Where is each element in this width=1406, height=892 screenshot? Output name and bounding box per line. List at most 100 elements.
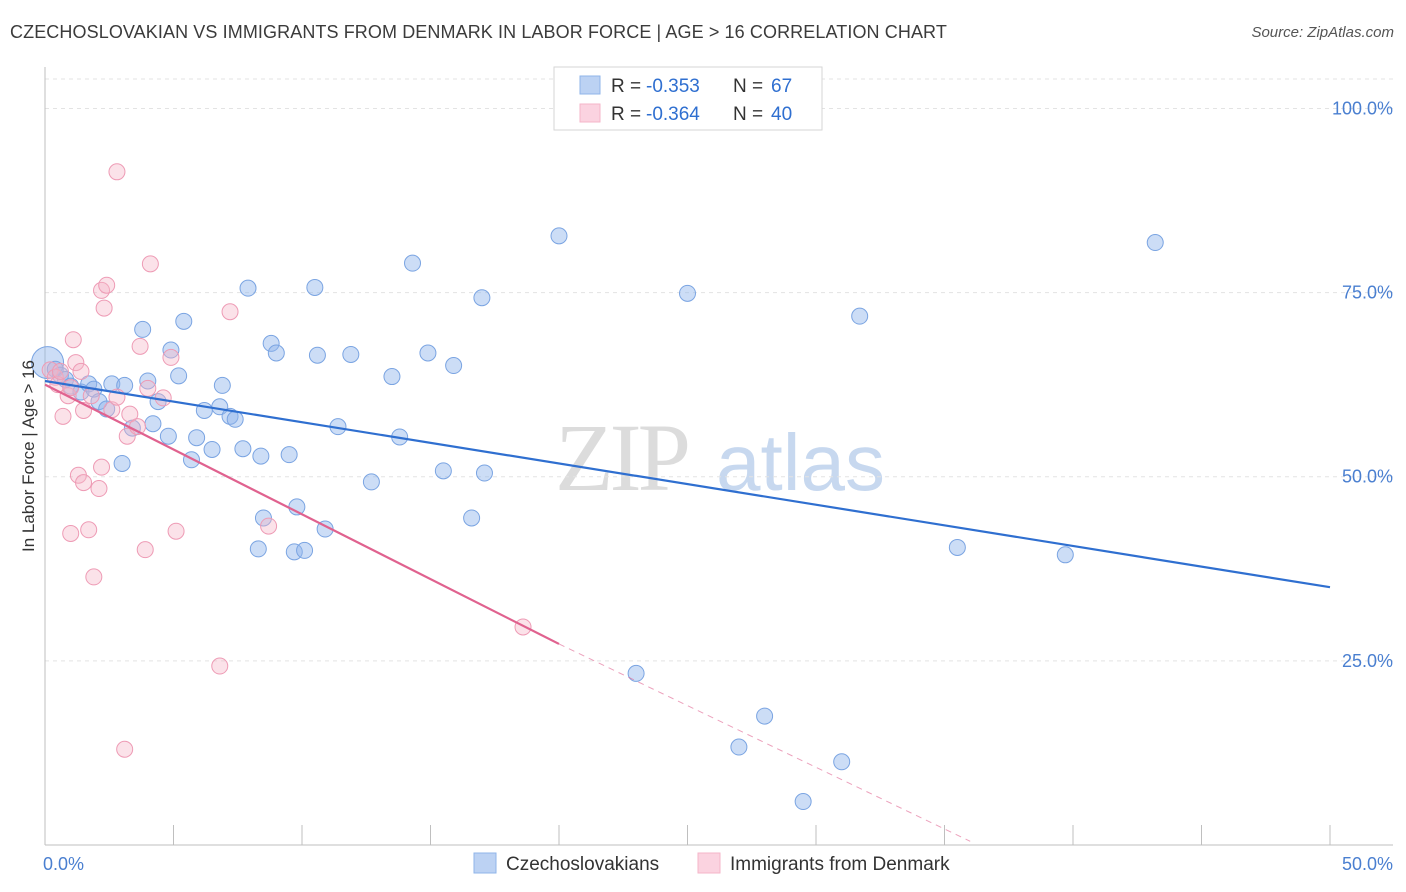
bottom-legend: Czechoslovakians Immigrants from Denmark	[473, 852, 950, 875]
czechoslovakian-point	[756, 707, 774, 725]
denmark-point	[93, 458, 111, 476]
legend-swatch-immigrants-from-denmark	[579, 103, 601, 123]
x-tick-label: 50.0%	[1342, 854, 1393, 874]
czechoslovakian-point	[1056, 546, 1074, 564]
y-tick-label: 100.0%	[1332, 98, 1393, 118]
czechoslovakian-point	[475, 464, 493, 482]
x-tick-label: 0.0%	[43, 854, 84, 874]
denmark-point	[85, 568, 103, 586]
legend-r-label-1: R =	[611, 76, 641, 97]
czechoslovakian-point	[159, 427, 177, 445]
czechoslovakian-point	[139, 372, 157, 390]
bottom-legend-swatch-czechoslovakians	[473, 852, 497, 874]
legend-n-label-2: N =	[733, 104, 763, 125]
denmark-point	[136, 541, 154, 559]
trend-line-immigrants-from-denmark	[44, 383, 560, 645]
czechoslovakian-point	[144, 415, 162, 433]
czechoslovakian-point	[679, 284, 696, 302]
czechoslovakian-point	[239, 279, 257, 297]
czechoslovakian-point	[419, 344, 437, 362]
czechoslovakian-point	[362, 473, 380, 491]
legend-n-label-1: N =	[733, 76, 763, 97]
czechoslovakian-point	[383, 368, 401, 386]
czechoslovakian-point	[213, 376, 231, 394]
legend-r-value-1: -0.353	[646, 76, 700, 97]
czechoslovakian-point	[249, 540, 267, 558]
czechoslovakian-point	[948, 538, 966, 556]
y-axis-label: In Labor Force | Age > 16	[19, 360, 38, 552]
czechoslovakian-point	[851, 307, 869, 325]
czechoslovakian-point	[113, 454, 131, 472]
czechoslovakian-point	[342, 345, 360, 363]
czechoslovakian-point	[730, 738, 748, 756]
czechoslovakian-point	[226, 410, 244, 428]
czechoslovakian-point	[306, 278, 324, 296]
czechoslovakian-point	[280, 446, 298, 464]
czechoslovakian-point	[267, 344, 285, 362]
denmark-point	[51, 362, 69, 380]
czechoslovakian-point	[188, 429, 206, 447]
denmark-point	[90, 480, 108, 498]
czechoslovakian-point	[254, 509, 272, 527]
czechoslovakian-point	[463, 509, 481, 527]
denmark-point	[95, 299, 113, 317]
czechoslovakian-point	[162, 341, 180, 359]
czechoslovakian-point	[252, 447, 270, 465]
czechoslovakian-point	[308, 346, 326, 364]
czechoslovakian-point	[627, 664, 645, 682]
denmark-point	[72, 362, 90, 380]
legend-n-value-1: 67	[771, 76, 792, 97]
denmark-point	[167, 522, 185, 540]
series-immigrants-from-denmark	[41, 163, 532, 758]
denmark-point	[141, 255, 159, 273]
legend-swatch-czechoslovakians	[579, 75, 601, 95]
denmark-point	[221, 303, 239, 321]
trend-line-immigrants-from-denmark-extension	[558, 643, 971, 842]
denmark-point	[98, 276, 116, 294]
czechoslovakian-point	[262, 334, 280, 352]
denmark-point	[121, 405, 139, 423]
legend: R = -0.353 N = 67 R = -0.364 N = 40	[553, 66, 823, 131]
czechoslovakian-point	[296, 541, 314, 559]
y-tick-label: 25.0%	[1342, 651, 1393, 671]
czechoslovakian-point	[203, 440, 221, 458]
trend-line-czechoslovakians	[44, 379, 1331, 589]
denmark-point	[260, 517, 278, 535]
denmark-point	[62, 524, 80, 542]
czechoslovakian-point	[833, 753, 851, 771]
czechoslovakian-point	[473, 289, 491, 307]
denmark-point	[67, 354, 85, 372]
legend-r-label-2: R =	[611, 104, 641, 125]
czechoslovakian-point	[182, 451, 200, 469]
czechoslovakian-point	[794, 793, 812, 811]
czechoslovakian-point	[434, 462, 452, 480]
denmark-point	[139, 379, 157, 397]
denmark-point	[162, 348, 180, 366]
series-czechoslovakians	[31, 227, 1164, 811]
legend-n-value-2: 40	[771, 104, 792, 125]
bottom-legend-label-immigrants-from-denmark: Immigrants from Denmark	[730, 854, 950, 875]
czechoslovakian-point	[134, 320, 152, 338]
axes: 0.0% 50.0%	[43, 67, 1393, 874]
denmark-point	[62, 379, 80, 397]
czechoslovakian-point	[445, 357, 463, 375]
y-tick-label: 75.0%	[1342, 283, 1393, 303]
denmark-point	[108, 163, 126, 181]
czechoslovakian-point	[234, 440, 252, 458]
denmark-point	[131, 337, 149, 355]
watermark-zip: ZIP	[555, 404, 688, 511]
czechoslovakian-point	[170, 367, 188, 385]
denmark-point	[116, 740, 134, 758]
denmark-point	[75, 474, 93, 492]
czechoslovakian-point	[1146, 234, 1164, 252]
czechoslovakian-point	[404, 254, 422, 272]
denmark-point	[80, 521, 98, 539]
chart-source: Source: ZipAtlas.com	[1251, 24, 1394, 41]
bottom-legend-swatch-immigrants-from-denmark	[697, 852, 721, 874]
trend-lines	[44, 379, 1331, 842]
grid-lines: 25.0% 50.0% 75.0% 100.0%	[45, 78, 1393, 671]
denmark-point	[154, 389, 172, 407]
bottom-legend-label-czechoslovakians: Czechoslovakians	[506, 854, 659, 875]
y-tick-label: 50.0%	[1342, 467, 1393, 487]
